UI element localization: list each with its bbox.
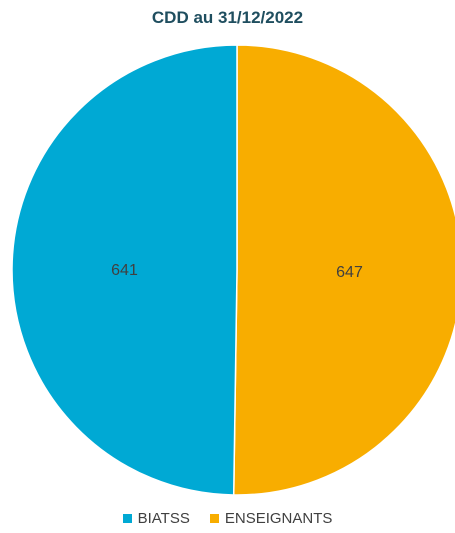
legend-swatch-enseignants	[209, 514, 219, 523]
chart-title: CDD au 31/12/2022	[151, 8, 304, 27]
pie-slice-biatss	[11, 44, 238, 496]
legend-label-enseignants: ENSEIGNANTS	[224, 510, 333, 527]
pie-slice-enseignants	[232, 44, 455, 496]
legend-item-enseignants: ENSEIGNANTS	[209, 510, 333, 527]
legend-label-biatss: BIATSS	[137, 510, 190, 527]
data-label-enseignants: 647	[336, 264, 363, 281]
legend-item-biatss: BIATSS	[122, 510, 190, 527]
chart-legend: BIATSS ENSEIGNANTS	[0, 510, 455, 527]
data-label-biatss: 641	[111, 262, 138, 279]
legend-swatch-biatss	[122, 514, 132, 523]
